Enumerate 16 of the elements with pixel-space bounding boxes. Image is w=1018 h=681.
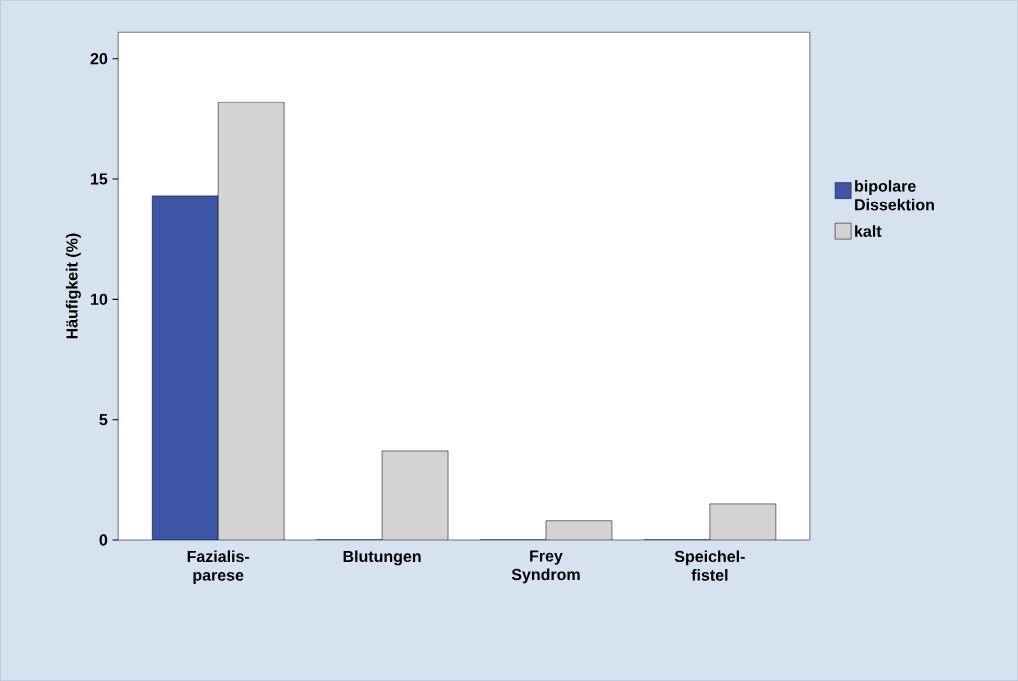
y-axis-title: Häufigkeit (%) xyxy=(65,233,81,339)
y-tick-label: 20 xyxy=(90,52,108,65)
x-tick-label: Frey Syndrom xyxy=(511,550,580,584)
legend-label: bipolare Dissektion xyxy=(855,179,934,211)
legend-label: kalt xyxy=(855,225,882,237)
y-tick-label: 15 xyxy=(91,173,108,185)
y-tick-label: 5 xyxy=(99,414,108,426)
x-tick-label: Speichel-fistel xyxy=(674,550,745,581)
y-tick-label: 10 xyxy=(91,293,108,305)
bar xyxy=(218,101,285,540)
x-tick-label: Blutungen xyxy=(343,550,421,566)
x-tick-label: Fazialis-parese xyxy=(187,550,250,584)
bar xyxy=(545,520,612,540)
y-tick-label: 0 xyxy=(99,534,108,546)
bar xyxy=(709,503,777,540)
bar xyxy=(382,450,449,540)
